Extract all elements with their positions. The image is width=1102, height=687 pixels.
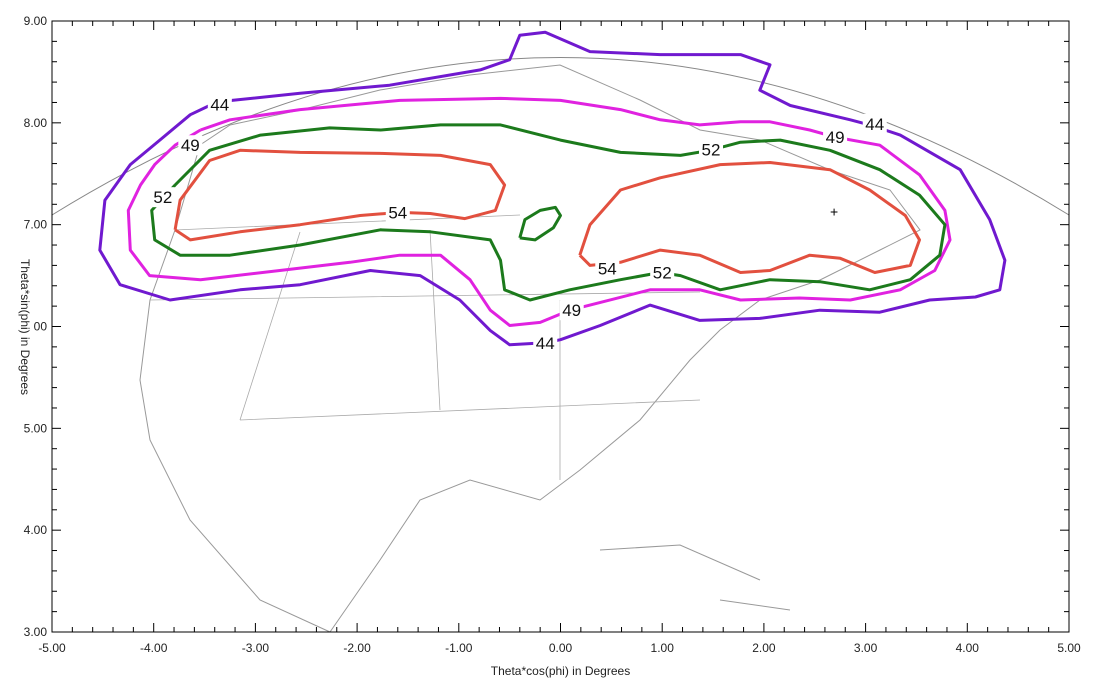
border-lines	[149, 214, 701, 480]
contour-label-bg	[699, 139, 724, 160]
axes: -5.00 -4.00 -3.00 -2.00 -1.00 0.00 1.00 2.00 3.0…	[24, 14, 1081, 655]
contour-label-bg	[595, 258, 620, 279]
y-tick-label: 8.00	[24, 116, 48, 130]
contour-label-bg	[533, 332, 558, 353]
contour-label-52: 52	[153, 188, 172, 207]
y-tick-label: 00	[34, 320, 48, 334]
x-tick-label: 4.00	[956, 641, 980, 655]
caribbean-islands	[599, 544, 791, 611]
plot-frame	[51, 20, 1070, 633]
coastline	[139, 64, 921, 633]
contour-label-bg	[862, 113, 887, 134]
contour-label-52: 52	[653, 264, 672, 283]
contour-label-44: 44	[536, 334, 555, 353]
contour-label-54: 54	[598, 259, 617, 278]
contour-label-54: 54	[388, 203, 407, 222]
x-tick-label: -2.00	[343, 641, 371, 655]
contour-label-bg	[385, 202, 410, 223]
contour-label-49: 49	[562, 301, 581, 320]
contour-label-44: 44	[210, 96, 229, 115]
contour-label-52: 52	[702, 140, 721, 159]
contour-label-49: 49	[826, 128, 845, 147]
y-axis-label: Theta*sin(phi) in Degrees	[18, 258, 32, 396]
contour-44	[98, 30, 1007, 347]
contour-label-bg	[150, 187, 175, 208]
x-tick-label: -5.00	[38, 641, 66, 655]
contour-49	[126, 96, 952, 327]
contour-52	[518, 205, 562, 242]
contour-label-49: 49	[181, 136, 200, 155]
contour-label-bg	[823, 127, 848, 148]
marker-plus: +	[830, 203, 838, 219]
x-tick-label: 5.00	[1057, 641, 1081, 655]
contour-label-bg	[650, 262, 675, 283]
x-tick-label: -1.00	[445, 641, 473, 655]
x-tick-label: 1.00	[651, 641, 675, 655]
contour-labels: 44 44 44 49 49 49 52 52 52 54 54 +	[150, 94, 887, 353]
contour-label-44: 44	[865, 115, 884, 134]
x-tick-label: 0.00	[549, 641, 573, 655]
x-tick-label: 3.00	[854, 641, 878, 655]
contour-54	[578, 161, 921, 274]
y-tick-label: 9.00	[24, 14, 48, 28]
contour-52	[150, 123, 947, 302]
contour-label-bg	[559, 300, 584, 321]
x-tick-label: 2.00	[752, 641, 776, 655]
x-tick-label: -4.00	[140, 641, 168, 655]
contour-label-bg	[178, 135, 203, 156]
x-axis-label: Theta*cos(phi) in Degrees	[490, 664, 631, 678]
contour-lines	[98, 30, 1007, 347]
y-tick-label: 7.00	[24, 218, 48, 232]
y-tick-label: 5.00	[24, 421, 48, 435]
y-tick-label: 3.00	[24, 625, 48, 639]
x-tick-label: -3.00	[242, 641, 270, 655]
contour-54	[173, 148, 507, 242]
y-tick-label: 4.00	[24, 523, 48, 537]
contour-label-bg	[207, 94, 232, 115]
